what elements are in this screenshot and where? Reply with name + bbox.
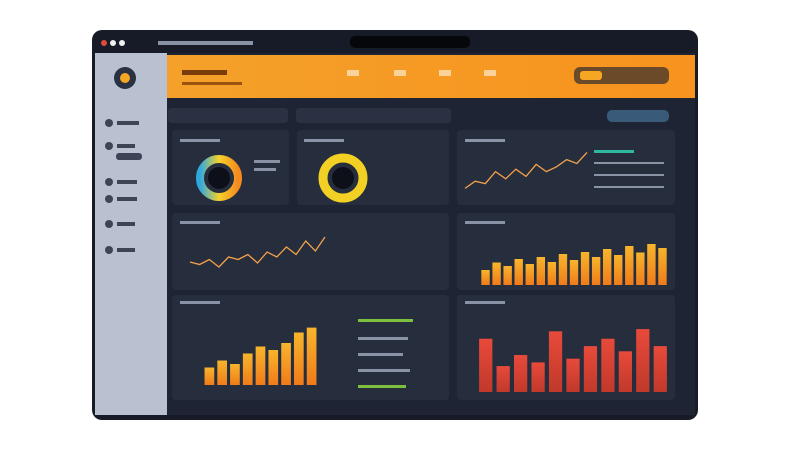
bar <box>583 346 598 392</box>
bar <box>618 351 632 392</box>
menu-item-active[interactable] <box>116 153 142 160</box>
menu-item[interactable] <box>117 121 139 125</box>
panel-title <box>180 139 220 142</box>
list-row <box>594 186 664 188</box>
nav-icon[interactable] <box>394 70 406 76</box>
window-button[interactable] <box>101 40 107 46</box>
bar <box>647 244 656 285</box>
header-button[interactable] <box>580 71 602 80</box>
progress <box>358 385 406 388</box>
bar <box>217 360 228 385</box>
bar <box>602 249 612 285</box>
window-button[interactable] <box>119 40 125 46</box>
bar <box>503 266 512 285</box>
bar <box>514 259 523 285</box>
nav-icon[interactable] <box>439 70 451 76</box>
bar <box>230 364 240 385</box>
bar <box>525 264 534 285</box>
panel-labels <box>180 139 664 388</box>
menu-item[interactable] <box>117 197 137 201</box>
list-row <box>594 162 664 164</box>
bar <box>255 346 266 385</box>
menu-icon[interactable] <box>105 178 113 186</box>
menu-icon[interactable] <box>105 220 113 228</box>
menu-item[interactable] <box>117 248 135 252</box>
bar <box>569 260 579 285</box>
filter-field[interactable] <box>296 108 451 123</box>
bar <box>204 367 215 385</box>
line <box>464 151 588 189</box>
menu-icon[interactable] <box>105 195 113 203</box>
menu-item[interactable] <box>117 144 135 148</box>
bar <box>479 338 493 392</box>
bar <box>481 270 490 285</box>
bar <box>547 262 557 285</box>
donut-center <box>208 167 230 189</box>
bar <box>636 252 645 285</box>
bar <box>636 329 650 392</box>
notch <box>350 36 470 48</box>
line <box>189 236 326 268</box>
sidebar <box>95 53 167 415</box>
progress <box>358 353 403 356</box>
window-button[interactable] <box>110 40 116 46</box>
bar <box>601 338 615 392</box>
bar <box>580 252 590 285</box>
bar <box>306 327 317 385</box>
menu-icon[interactable] <box>105 142 113 150</box>
menu-icon[interactable] <box>105 246 113 254</box>
menu-icon[interactable] <box>105 119 113 127</box>
header-nav <box>347 70 496 76</box>
donut-ring <box>196 155 242 201</box>
bar <box>496 366 510 392</box>
bar <box>625 246 634 285</box>
bar <box>514 355 528 392</box>
nav-icon[interactable] <box>347 70 359 76</box>
url-bar <box>158 41 253 45</box>
avatar-icon <box>120 73 130 83</box>
legend-text <box>254 160 280 163</box>
bar <box>293 332 304 385</box>
list-row <box>594 174 664 176</box>
panel-title <box>180 221 220 224</box>
progress <box>358 337 408 340</box>
legend-text <box>254 168 276 171</box>
donut-center <box>332 167 354 189</box>
panel <box>297 130 449 205</box>
panel-title <box>465 139 505 142</box>
panel-title <box>180 301 220 304</box>
header-title <box>182 70 227 75</box>
donut-ring <box>318 153 368 203</box>
legend-text <box>594 150 634 153</box>
menu-item[interactable] <box>117 180 137 184</box>
header-subtitle <box>182 82 242 85</box>
toolbar[interactable] <box>607 110 669 122</box>
bar <box>614 255 623 285</box>
panel-title <box>304 139 344 142</box>
progress <box>358 319 413 322</box>
bar <box>548 331 563 392</box>
nav-icon[interactable] <box>484 70 496 76</box>
bar <box>558 254 568 285</box>
filter-field[interactable] <box>168 108 288 123</box>
bar <box>268 350 279 385</box>
bar <box>566 358 580 392</box>
bar <box>281 343 291 385</box>
bar <box>242 353 253 385</box>
sidebar-menu <box>105 119 142 254</box>
bar <box>658 248 667 285</box>
panel-title <box>465 221 505 224</box>
bar <box>492 262 501 285</box>
bar <box>653 346 667 392</box>
panel-title <box>465 301 505 304</box>
panel <box>172 213 449 290</box>
bar <box>536 257 546 285</box>
progress <box>358 369 410 372</box>
bar <box>531 362 545 392</box>
menu-item[interactable] <box>117 222 135 226</box>
bar <box>591 257 601 285</box>
